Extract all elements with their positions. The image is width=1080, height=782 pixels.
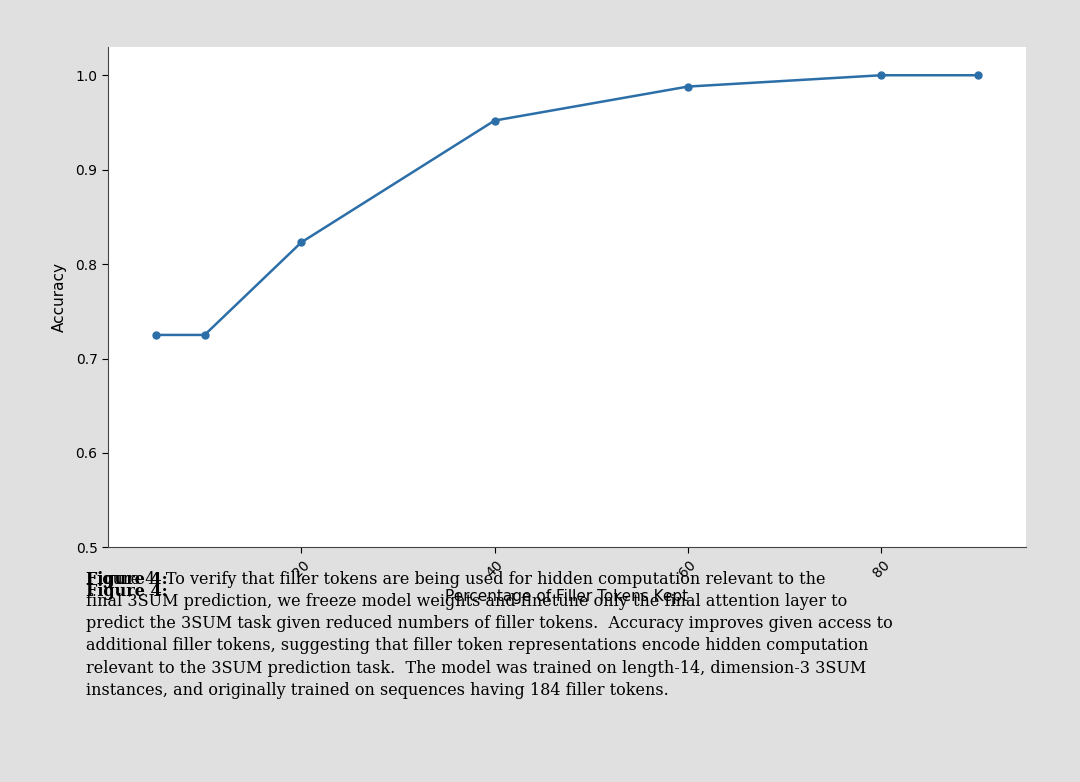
Text: Figure 4:: Figure 4: xyxy=(86,571,168,588)
X-axis label: Percentage of Filler Tokens Kept: Percentage of Filler Tokens Kept xyxy=(445,589,689,604)
Text: Figure 4: To verify that filler tokens are being used for hidden computation rel: Figure 4: To verify that filler tokens a… xyxy=(86,571,893,699)
Y-axis label: Accuracy: Accuracy xyxy=(52,262,67,332)
Text: Figure 4:: Figure 4: xyxy=(86,583,168,600)
